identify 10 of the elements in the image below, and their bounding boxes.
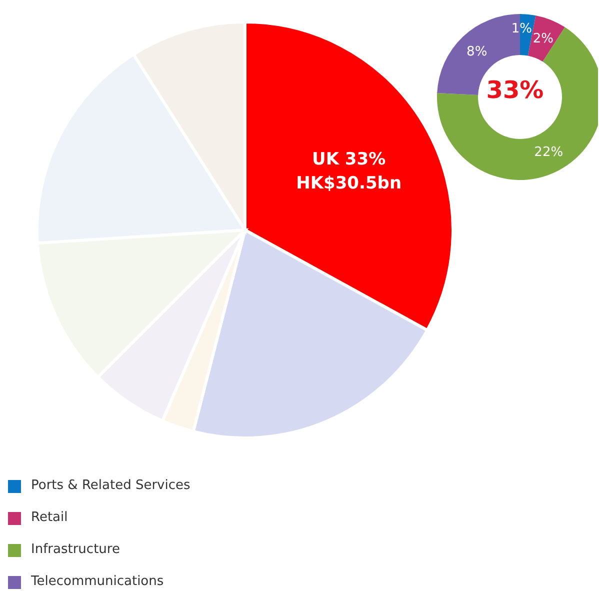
data-label: 1% bbox=[511, 21, 532, 36]
data-label: 22% bbox=[534, 145, 564, 160]
data-label: 2% bbox=[532, 31, 554, 46]
legend-label: Ports & Related Services bbox=[31, 478, 190, 494]
data-label: UK 33% HK$30.5bn bbox=[296, 150, 402, 194]
legend-label: Telecommunications bbox=[31, 574, 164, 590]
legend-label: Infrastructure bbox=[31, 542, 120, 558]
text: 33% bbox=[485, 76, 545, 104]
legend-label: Retail bbox=[31, 510, 68, 526]
data-label: 8% bbox=[466, 44, 488, 60]
